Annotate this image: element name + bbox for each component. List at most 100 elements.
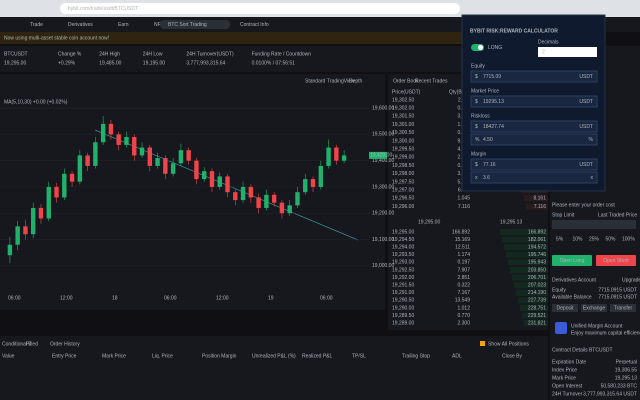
depth-bar <box>512 274 548 281</box>
account-button-label[interactable]: Deposit <box>557 305 575 311</box>
candle-body <box>100 123 106 143</box>
book-price: 19,300.50 <box>392 130 414 136</box>
open-short-button[interactable] <box>596 255 636 266</box>
contract-value: 50,580.233 BTC <box>601 383 638 389</box>
y-tick-label: 19,500.00 <box>372 132 394 138</box>
calc-input[interactable] <box>470 120 598 133</box>
depth-bar <box>516 289 548 296</box>
positions-tab[interactable]: Order History <box>50 341 80 347</box>
account-title: Derivatives Account <box>552 277 597 283</box>
calc-input[interactable] <box>470 133 598 146</box>
candle-body <box>256 197 261 208</box>
open-short-label[interactable]: Open Short <box>603 258 629 264</box>
input-prefix: $ <box>475 162 478 168</box>
book-total: 229.521 <box>528 313 546 319</box>
address-bar[interactable] <box>60 3 460 14</box>
candle-body <box>303 179 308 193</box>
book-qty: 0.197 <box>457 260 470 266</box>
depth-bar <box>508 259 548 266</box>
book-qty: 1.012 <box>457 305 470 311</box>
input-prefix: x <box>475 175 478 181</box>
x-tick-label: 12:00 <box>216 295 229 301</box>
depth-bar <box>502 236 548 243</box>
contract-key: Mark Price <box>552 375 576 381</box>
book-price: 19,298.00 <box>392 171 414 177</box>
book-total: 166.892 <box>528 229 546 235</box>
book-qty: 166.892 <box>452 229 470 235</box>
symbol: BTCUSDT <box>4 51 28 57</box>
account-button-label[interactable]: Exchange <box>583 305 605 311</box>
nav-item[interactable]: Earn <box>118 22 129 28</box>
open-long-button[interactable] <box>552 255 592 266</box>
field-label: Market Price <box>471 88 499 94</box>
url: bybit.com/trade/usdt/BTCUSDT <box>68 6 138 12</box>
candle-body <box>7 244 13 256</box>
calc-input[interactable] <box>470 158 598 171</box>
checkbox[interactable] <box>480 341 485 346</box>
book-price: 19,296.50 <box>392 196 414 202</box>
calc-input[interactable] <box>470 171 598 184</box>
candle-body <box>15 226 20 245</box>
promo-sub: Enjoy maximum capital efficiency! <box>571 330 640 336</box>
column-header: Value <box>2 353 15 359</box>
search-box[interactable] <box>160 20 230 29</box>
candle-body <box>318 165 323 187</box>
x-tick-label: 18 <box>112 295 118 301</box>
input-unit: USDT <box>579 162 593 168</box>
field-label: Decimals <box>538 39 559 45</box>
account-key: Available Balance <box>552 294 592 300</box>
book-total: 7.116 <box>534 204 546 210</box>
candle-body <box>108 123 114 135</box>
stat-label: 24H Turnover(USDT) <box>186 51 234 57</box>
book-tab[interactable]: Order Book <box>393 78 419 84</box>
pct-button[interactable]: 100% <box>622 236 635 242</box>
positions-tab[interactable]: Conditional 0 <box>2 341 31 347</box>
candle-body <box>85 155 90 166</box>
promo-icon <box>555 322 567 334</box>
account-button-label[interactable]: Transfer <box>614 305 633 311</box>
nav-item[interactable]: Trade <box>30 22 43 28</box>
account-value: 7715.0915 USDT <box>598 287 637 293</box>
candle-body <box>310 179 316 187</box>
upgrade-link[interactable]: Upgrade <box>622 277 640 283</box>
account-button[interactable] <box>552 304 578 312</box>
contract-value: 3,777,993,315.64 USDT <box>583 391 637 397</box>
book-price: 19,294.00 <box>392 245 414 251</box>
input-value: 77.16 <box>483 162 496 168</box>
book-price: 19,302.50 <box>392 97 414 103</box>
pct-button[interactable]: 10% <box>573 236 584 242</box>
calc-input[interactable] <box>470 70 598 83</box>
pct-button[interactable]: 50% <box>606 236 617 242</box>
pct-button[interactable]: 5% <box>556 236 564 242</box>
calc-input[interactable] <box>470 95 598 108</box>
y-tick-label: 19,000.00 <box>372 263 394 269</box>
side-label: LONG <box>488 45 502 51</box>
candle-body <box>170 163 176 174</box>
pct-button[interactable]: 25% <box>589 236 600 242</box>
nav-item[interactable]: Contract Info <box>240 22 269 28</box>
nav-item[interactable]: NFT <box>154 22 164 28</box>
positions-tab[interactable]: Filled <box>26 341 38 347</box>
nav-item[interactable]: Derivatives <box>68 22 93 28</box>
decimals-input[interactable] <box>538 47 597 57</box>
chart-tab[interactable]: Standard <box>305 78 326 84</box>
chart-tab[interactable]: TradingView <box>327 78 355 84</box>
book-total: 227.739 <box>528 298 546 304</box>
toggle-knob <box>477 44 484 51</box>
book-tab[interactable]: Recent Trades <box>415 78 448 84</box>
depth-bar <box>506 251 548 258</box>
account-button[interactable] <box>581 304 607 312</box>
account-button[interactable] <box>610 304 636 312</box>
open-long-label[interactable]: Open Long <box>560 258 585 264</box>
chart-tab[interactable]: Depth <box>349 78 363 84</box>
candle-body <box>271 194 277 203</box>
banner-text: Now using multi-asset stable coin accoun… <box>4 35 109 41</box>
input-unit: x <box>591 175 594 181</box>
candle-body <box>163 158 168 174</box>
hint: Please enter your order cost <box>552 202 615 208</box>
input[interactable] <box>552 220 636 229</box>
contract-value: Perpetual <box>616 359 637 365</box>
book-qty: 0.322 <box>457 283 470 289</box>
stat-label: 24H High <box>99 51 120 57</box>
